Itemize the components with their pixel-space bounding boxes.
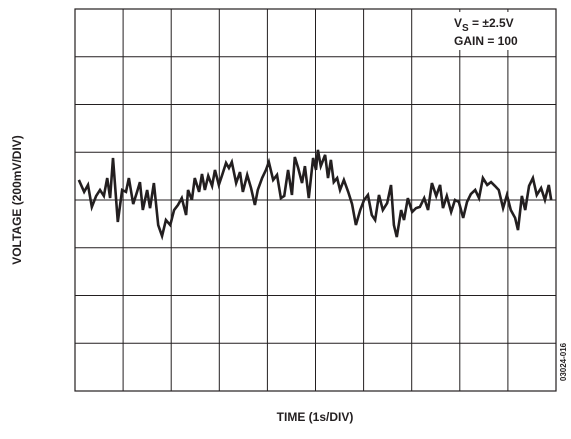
y-axis-label: VOLTAGE (200mV/DIV) [10, 135, 24, 265]
supply-symbol: V [454, 16, 462, 30]
data-line [77, 149, 553, 241]
supply-subscript: S [462, 23, 469, 34]
figure-id: 03024-016 [559, 342, 568, 381]
supply-label: VS = ±2.5V [454, 16, 514, 34]
gain-label: GAIN = 100 [454, 34, 518, 48]
annotation-box [449, 12, 553, 50]
supply-value: = ±2.5V [469, 16, 514, 30]
x-axis-label: TIME (1s/DIV) [277, 410, 354, 424]
